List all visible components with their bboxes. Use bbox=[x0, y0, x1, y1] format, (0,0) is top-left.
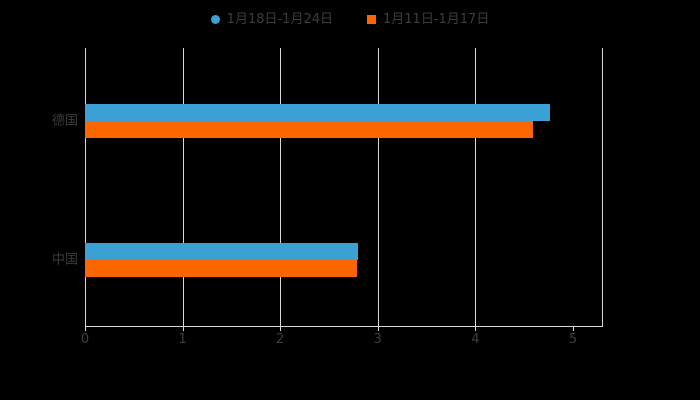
bar[interactable] bbox=[85, 121, 533, 138]
legend-label-series-0: 1月18日-1月24日 bbox=[226, 11, 333, 27]
legend-circle-marker-icon bbox=[210, 14, 220, 24]
x-tick-mark bbox=[85, 326, 86, 331]
legend-label-series-1: 1月11日-1月17日 bbox=[383, 11, 490, 27]
right-axis-spine bbox=[602, 48, 603, 326]
x-axis-spine bbox=[85, 326, 603, 327]
gridline bbox=[377, 48, 379, 326]
x-tick-label: 4 bbox=[471, 332, 480, 347]
x-tick-label: 3 bbox=[373, 332, 382, 347]
x-tick-label: 5 bbox=[568, 332, 578, 347]
y-tick-label-germany: 德国 bbox=[51, 113, 78, 129]
legend-item-series-1[interactable]: 1月11日-1月17日 bbox=[367, 13, 489, 26]
x-tick-mark bbox=[573, 326, 574, 331]
chart-legend: 1月18日-1月24日 1月11日-1月17日 bbox=[0, 8, 700, 30]
legend-square-marker-icon bbox=[367, 14, 376, 24]
bar[interactable] bbox=[85, 104, 550, 121]
plot-area bbox=[85, 48, 573, 326]
y-axis-spine bbox=[85, 48, 86, 326]
bar[interactable] bbox=[85, 260, 358, 277]
x-tick-mark bbox=[377, 326, 379, 331]
x-tick-mark bbox=[475, 326, 477, 331]
x-tick-mark bbox=[280, 326, 282, 331]
x-tick-label: 1 bbox=[178, 332, 187, 347]
gridline bbox=[280, 48, 282, 326]
legend-item-series-0[interactable]: 1月18日-1月24日 bbox=[210, 11, 333, 27]
gridline bbox=[182, 48, 184, 326]
x-tick-mark bbox=[182, 326, 184, 331]
x-tick-label: 2 bbox=[276, 332, 285, 347]
bar[interactable] bbox=[85, 243, 359, 260]
x-tick-label: 0 bbox=[80, 332, 90, 347]
gridline bbox=[475, 48, 477, 326]
y-tick-label-china: 中国 bbox=[51, 252, 78, 268]
